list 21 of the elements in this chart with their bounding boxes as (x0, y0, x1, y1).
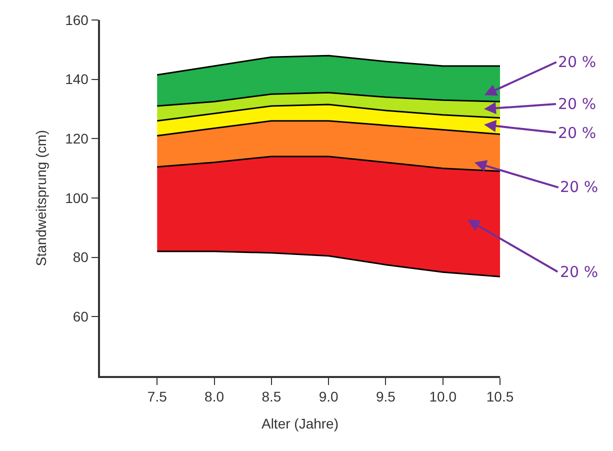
y-tick-label: 80 (72, 249, 89, 266)
text: 20 % (558, 53, 596, 71)
y-tick-label: 60 (72, 308, 89, 325)
x-tick-label: 10.0 (429, 388, 457, 405)
y-tick-label: 140 (65, 71, 89, 88)
y-tick-label: 100 (65, 190, 89, 206)
y-tick-label: 120 (65, 130, 89, 147)
text: 20 % (558, 124, 596, 142)
text: 20 % (560, 178, 598, 196)
x-tick-label: 7.5 (147, 388, 168, 405)
y-axis-title: Standweitsprung (cm) (33, 130, 50, 266)
x-tick-label: 8.5 (262, 388, 282, 405)
line-series (156, 250, 500, 278)
x-axis-title: Alter (Jahre) (261, 415, 339, 432)
x-tick-label: 8.0 (204, 388, 224, 405)
x-tick-label: 9.5 (376, 388, 396, 405)
x-tick-label: 10.5 (486, 388, 514, 405)
text: 20 % (560, 263, 598, 281)
x-tick-label: 9.0 (318, 388, 339, 405)
text: 20 % (558, 95, 596, 113)
y-tick-label: 160 (65, 12, 89, 28)
